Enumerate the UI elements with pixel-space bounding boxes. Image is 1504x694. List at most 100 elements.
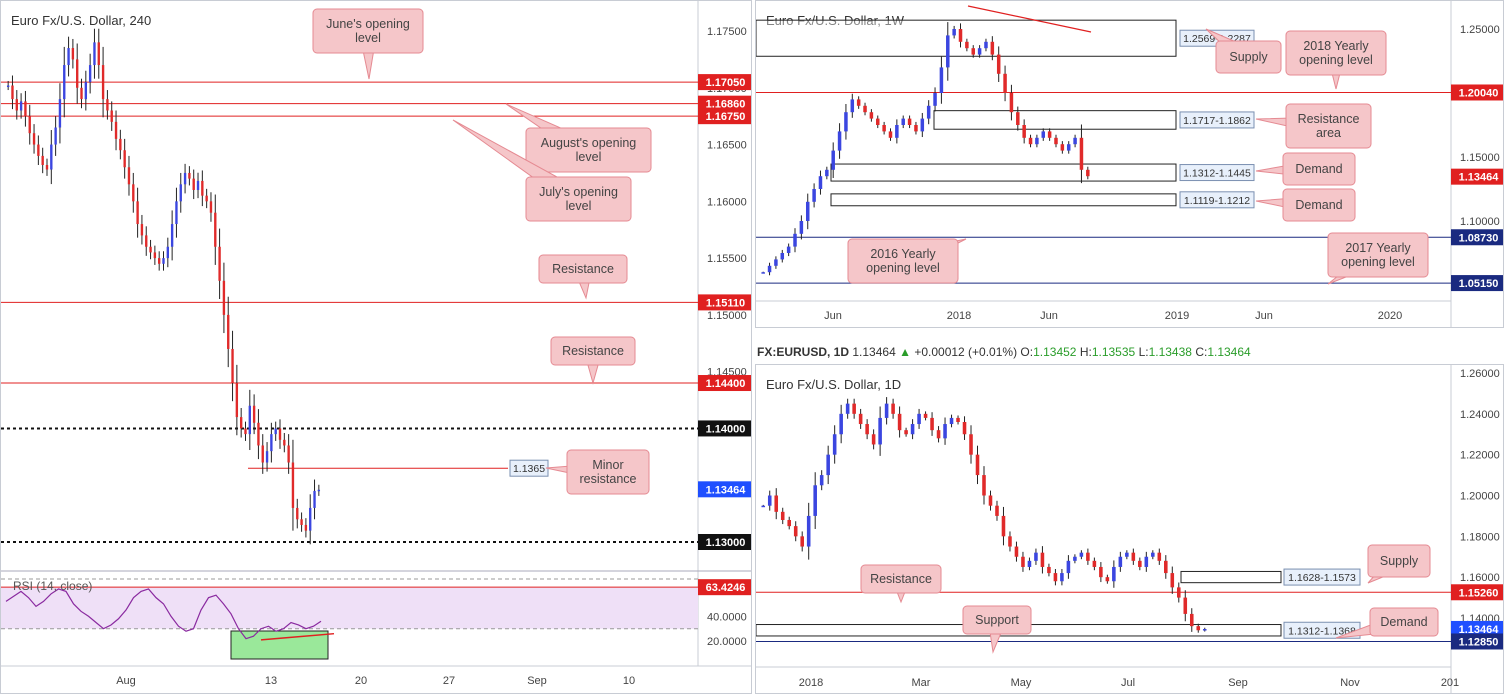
h4-candle — [274, 428, 277, 435]
zone-range-label: 1.1628-1.1573 — [1288, 572, 1356, 584]
w1-candle — [1073, 137, 1077, 145]
zone-box — [933, 110, 1177, 130]
h4-candle — [265, 451, 269, 463]
level-price-label-bg — [698, 420, 751, 437]
y2017-callout-cover — [1329, 234, 1427, 276]
w1-candle — [1047, 131, 1052, 138]
d1-candle — [988, 495, 993, 506]
y2018-callout-cover — [1287, 32, 1385, 74]
h4-candle — [248, 405, 251, 435]
w1-candle — [1086, 169, 1090, 177]
h4-candle — [93, 42, 96, 66]
w1-candle — [1009, 93, 1014, 113]
h4-candle — [41, 155, 44, 165]
h4-candle — [37, 144, 40, 156]
h4-candle — [291, 462, 295, 508]
d1-candle — [1079, 552, 1084, 557]
current-price-label-bg — [1451, 168, 1503, 185]
h4-candle — [244, 428, 247, 435]
level-price-label-bg — [698, 534, 751, 550]
current-price-label: 1.13464 — [1459, 172, 1500, 184]
w1-candle — [812, 189, 816, 202]
chart-1w-panel[interactable]: Euro Fx/U.S. Dollar, 1W 1.250001.200001.… — [755, 0, 1504, 328]
d1-candle — [1008, 536, 1012, 547]
last-price: 1.13464 — [852, 345, 896, 359]
supply-callout-cover — [1217, 42, 1280, 72]
demand-callout-text: Demand — [1380, 615, 1427, 629]
chart-1d-canvas[interactable]: 1.26000 1.24000 1.22000 1.20000 1.18000 1.160… — [756, 365, 1504, 694]
zone-range-label: 1.1119-1.1212 — [1184, 195, 1250, 207]
supply-callout-text: Supply — [1380, 554, 1419, 568]
d1-candle — [1176, 587, 1181, 598]
d1-candle — [917, 413, 921, 425]
d1-candle — [878, 417, 882, 445]
h4-candle — [32, 133, 36, 145]
level-price-label-bg — [1451, 633, 1503, 650]
d1-candle — [761, 505, 766, 508]
h4-candle — [19, 101, 23, 111]
level-price-label: 1.12850 — [1459, 636, 1499, 648]
h4-candle — [67, 48, 70, 66]
w1-candle — [1054, 137, 1058, 145]
h4-candle — [145, 235, 148, 247]
h4-candle — [45, 164, 49, 170]
zone-range-label: 1.1312-1.1445 — [1183, 168, 1251, 180]
july-callout-cover — [527, 178, 630, 220]
chart-1w-canvas[interactable]: 1.250001.200001.150001.100001.050001.256… — [756, 1, 1504, 328]
resistance-callout-cover — [862, 566, 940, 592]
rsi-line — [5, 588, 322, 640]
zone-tag — [1179, 164, 1255, 182]
h4-candle — [317, 489, 321, 492]
zone-box — [1180, 570, 1282, 584]
time-tick-label: 27 — [443, 675, 455, 687]
price-tick-label: 1.22000 — [1460, 450, 1500, 462]
w1-candle — [805, 201, 810, 221]
d1-candle — [904, 430, 908, 435]
july-callout-text: level — [566, 199, 592, 213]
w1-candle — [869, 112, 874, 119]
demand-2-callout-text: Demand — [1295, 198, 1342, 212]
level-price-label-bg — [698, 294, 751, 311]
resistance-area-callout-text: area — [1316, 126, 1341, 140]
w1-candle — [774, 259, 778, 266]
rsi-divergence-line — [260, 632, 335, 641]
d1-candle — [774, 495, 779, 512]
price-tick-label: 1.26000 — [1460, 368, 1500, 380]
time-tick-label: Aug — [116, 675, 136, 687]
chart-1d-panel[interactable]: Euro Fx/U.S. Dollar, 1D 1.26000 1.24000 1.… — [755, 364, 1504, 694]
d1-candle — [982, 475, 986, 496]
chart-240-canvas[interactable]: 1.175001.170001.165001.160001.155001.150… — [1, 1, 752, 694]
h4-candle — [304, 524, 308, 531]
current-price-label: 1.13464 — [1459, 624, 1500, 636]
d1-candle — [826, 454, 830, 476]
chart-240-panel[interactable]: Euro Fx/U.S. Dollar, 240 1.175001.170001… — [0, 0, 752, 694]
w1-candle — [990, 41, 995, 55]
time-tick-label: 20 — [355, 675, 367, 687]
w1-candle — [761, 272, 765, 274]
d1-candle — [780, 511, 785, 520]
d1-candle — [1112, 566, 1116, 582]
resistance-2-callout-cover — [552, 338, 634, 364]
d1-candle — [1170, 573, 1175, 588]
w1-candle — [952, 29, 956, 36]
time-tick-label: Jun — [824, 310, 842, 322]
h4-candle — [28, 116, 31, 134]
june-callout-cover — [314, 10, 422, 52]
price-tick-label: 1.25000 — [1460, 24, 1500, 36]
time-tick-label: Sep — [527, 675, 547, 687]
d1-candle — [910, 424, 915, 435]
level-price-label: 1.16750 — [706, 111, 746, 123]
w1-candle — [914, 125, 918, 132]
time-tick-label: 2018 — [799, 677, 823, 689]
price-tick-label: 1.10000 — [1460, 216, 1500, 228]
june-callout-text: level — [355, 31, 381, 45]
d1-candle — [897, 413, 902, 431]
w1-candle — [1066, 144, 1071, 151]
d1-candle — [1183, 597, 1188, 614]
resistance-area-callout-text: Resistance — [1298, 112, 1360, 126]
w1-candle — [1079, 137, 1084, 170]
symbol-name: FX:EURUSD, 1D — [757, 345, 850, 359]
rsi-tick-label: 40.0000 — [707, 611, 747, 623]
w1-candle — [863, 105, 867, 113]
d1-candle — [891, 403, 895, 414]
